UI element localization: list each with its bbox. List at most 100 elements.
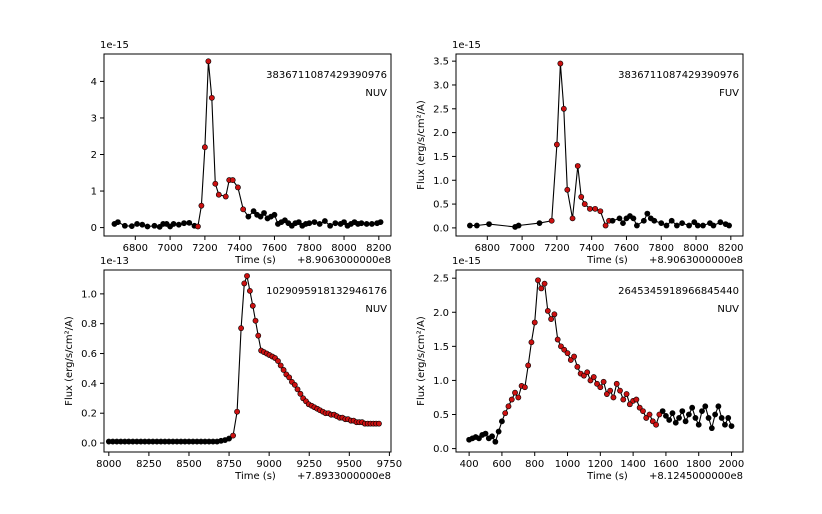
data-point-flare xyxy=(613,380,620,387)
chart-panel-1: 6800 7000 7200 7400 7600 7800 8000 8200 0 1 2 3 4 1e-… xyxy=(91,40,392,266)
data-point-flare xyxy=(531,319,538,326)
data-point-flare xyxy=(653,421,659,428)
data-point-flare xyxy=(238,325,244,332)
data-point-flare xyxy=(640,408,646,415)
y-tick-label: 0 xyxy=(91,223,97,234)
data-point-flare xyxy=(535,277,541,284)
data-point xyxy=(467,222,473,229)
y-tick-label: 0.0 xyxy=(433,223,449,234)
data-point-flare xyxy=(280,367,287,373)
data-point xyxy=(725,415,732,421)
x-tick-label: 1800 xyxy=(686,459,711,470)
x-tick-label: 7000 xyxy=(509,243,534,254)
x-tick-label: 1200 xyxy=(588,459,613,470)
chart-panel-3: 8000 8250 8500 8750 9000 9250 9500 9750 0.0 0.2 0.… xyxy=(64,256,402,482)
data-point-flare xyxy=(569,215,576,222)
data-point xyxy=(170,221,177,227)
data-point xyxy=(692,415,699,421)
x-tick-label: 8500 xyxy=(176,459,201,470)
source-id-label: 3836711087429390976 xyxy=(266,70,387,81)
data-point-flare xyxy=(620,396,627,403)
data-point-flare xyxy=(512,389,518,396)
source-id-label: 3836711087429390976 xyxy=(618,70,739,81)
y-tick-label: 0.5 xyxy=(433,200,449,211)
x-tick-label: 400 xyxy=(460,459,479,470)
x-tick-label: 7000 xyxy=(157,243,182,254)
y-tick-label: 1 xyxy=(91,187,97,198)
x-tick-label: 7400 xyxy=(227,243,252,254)
data-point xyxy=(722,421,728,428)
data-point-flare xyxy=(215,191,222,198)
data-point-flare xyxy=(241,280,248,287)
y-tick-label: 1.0 xyxy=(433,376,449,387)
data-point xyxy=(695,421,702,428)
x-tick-label: 9250 xyxy=(297,459,322,470)
x-tick-label: 8000 xyxy=(96,459,121,470)
y-tick-label: 2.5 xyxy=(433,104,449,115)
x-tick-label: 7200 xyxy=(192,243,217,254)
data-point xyxy=(616,215,623,222)
data-point-flare xyxy=(286,374,293,381)
x-tick-label: 8000 xyxy=(683,243,708,254)
data-point xyxy=(144,223,151,230)
data-point xyxy=(672,419,679,426)
y-tick-label: 0.0 xyxy=(433,444,449,455)
y-tick-label: 0.5 xyxy=(433,410,449,421)
data-point xyxy=(316,221,323,227)
data-point xyxy=(492,438,499,445)
y-scale-label: 1e-13 xyxy=(100,256,129,267)
data-point-flare xyxy=(528,339,535,346)
data-point-flare xyxy=(553,141,560,148)
x-tick-label: 1000 xyxy=(555,459,580,470)
y-tick-label: 2.5 xyxy=(433,274,449,285)
data-point-flare xyxy=(574,163,581,169)
y-tick-label: 4 xyxy=(91,77,97,88)
data-point xyxy=(712,411,719,418)
data-point xyxy=(134,221,140,227)
x-offset-label: +8.1245000000e8 xyxy=(649,471,743,482)
data-point xyxy=(726,222,732,229)
data-point xyxy=(368,221,375,227)
data-point-flare xyxy=(508,396,515,403)
data-point xyxy=(181,220,187,227)
x-axis-label: Time (s) xyxy=(586,471,628,482)
y-tick-label: 3 xyxy=(91,113,97,124)
data-point-flare xyxy=(521,384,528,391)
data-point xyxy=(257,213,264,220)
x-axis-label: Time (s) xyxy=(586,255,628,266)
x-tick-label: 9750 xyxy=(377,459,402,470)
data-point-flare xyxy=(551,311,558,318)
data-point-flare xyxy=(229,177,236,183)
data-point xyxy=(658,220,665,227)
data-point xyxy=(700,222,706,229)
data-point xyxy=(686,222,692,229)
data-point xyxy=(482,430,489,437)
data-point-flare xyxy=(235,184,241,191)
source-id-label: 1029095918132946176 xyxy=(266,286,387,297)
data-point-flare xyxy=(578,194,585,200)
x-tick-label: 2000 xyxy=(719,459,744,470)
data-point-flare xyxy=(560,105,567,112)
y-axis-label: Flux (erg/s/cm²/A) xyxy=(416,100,427,190)
data-point xyxy=(668,217,675,224)
data-point xyxy=(659,408,666,415)
series-line xyxy=(114,61,381,228)
data-point xyxy=(699,408,705,415)
data-point xyxy=(679,220,686,227)
data-point xyxy=(473,222,480,229)
data-point-flare xyxy=(240,206,247,213)
x-tick-label: 7800 xyxy=(649,243,674,254)
y-tick-label: 3.5 xyxy=(433,57,449,68)
data-point-flare xyxy=(230,432,236,439)
data-point xyxy=(377,219,384,226)
data-point-flare xyxy=(201,144,208,151)
data-point-flare xyxy=(590,374,597,380)
data-point xyxy=(306,220,313,227)
data-point xyxy=(691,219,698,226)
data-point-flare xyxy=(505,403,512,410)
x-tick-label: 6800 xyxy=(475,243,500,254)
x-tick-label: 1600 xyxy=(653,459,678,470)
data-point-flare xyxy=(617,387,623,394)
x-tick-label: 800 xyxy=(525,459,544,470)
data-point xyxy=(322,218,328,224)
